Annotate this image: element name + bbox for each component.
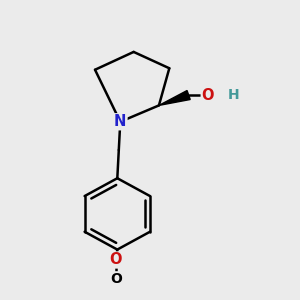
Text: N: N bbox=[114, 114, 127, 129]
Polygon shape bbox=[159, 91, 190, 105]
Text: O: O bbox=[202, 88, 214, 103]
Text: O: O bbox=[110, 253, 122, 268]
Text: O: O bbox=[110, 272, 122, 286]
Text: O: O bbox=[110, 274, 122, 288]
Text: H: H bbox=[227, 88, 239, 102]
